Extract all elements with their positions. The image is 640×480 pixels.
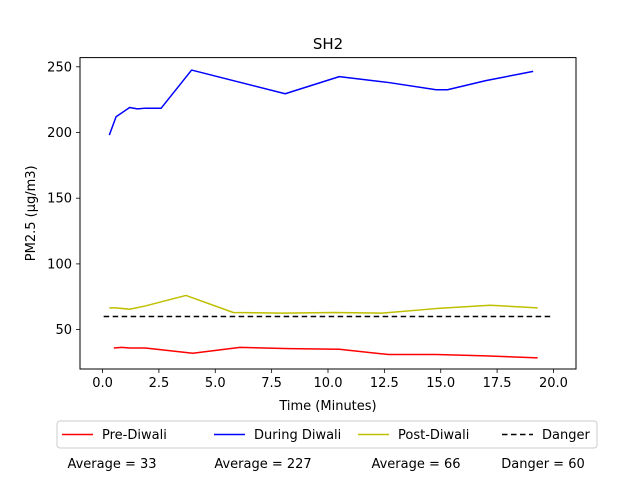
x-tick-label: 0.0 [92,376,113,391]
average-label-1: Average = 33 [67,457,156,472]
legend-label-during-diwali: During Diwali [254,428,341,443]
averages-row: Average = 33 Average = 227 Average = 66 Dan… [67,457,584,472]
x-tick-label: 7.5 [261,376,282,391]
chart-title: SH2 [313,35,343,53]
plot-marks [103,69,554,359]
x-tick-label: 15.0 [426,376,455,391]
legend-label-danger: Danger [542,428,590,443]
x-tick-label: 2.5 [149,376,170,391]
x-tick-label: 10.0 [314,376,343,391]
x-tick-label: 20.0 [539,376,568,391]
legend: Pre-Diwali During Diwali Post-Diwali Danger [56,420,598,449]
y-tick-label: 50 [55,323,72,338]
legend-label-post-diwali: Post-Diwali [398,428,469,443]
legend-box [56,420,598,449]
y-axis-label: PM2.5 (µg/m3) [24,165,39,261]
series-line-post-diwali [109,294,538,314]
x-tick-label: 12.5 [370,376,399,391]
x-axis-label: Time (Minutes) [278,399,376,414]
x-tick-label: 17.5 [483,376,512,391]
series-line-during-diwali [108,69,534,136]
average-label-2: Average = 227 [214,457,311,472]
y-axis-ticks: 50 100 150 200 250 [47,60,80,338]
y-tick-label: 150 [47,192,72,207]
y-tick-label: 200 [47,126,72,141]
x-axis-ticks: 0.0 2.5 5.0 7.5 10.0 12.5 15.0 17.5 20.0 [92,369,568,391]
average-label-4: Danger = 60 [501,457,585,472]
legend-label-pre-diwali: Pre-Diwali [102,428,167,443]
x-tick-label: 5.0 [205,376,226,391]
plot-frame [79,57,577,370]
y-tick-label: 250 [47,60,72,75]
y-tick-label: 100 [47,257,72,272]
series-line-pre-diwali [113,346,538,359]
average-label-3: Average = 66 [371,457,460,472]
